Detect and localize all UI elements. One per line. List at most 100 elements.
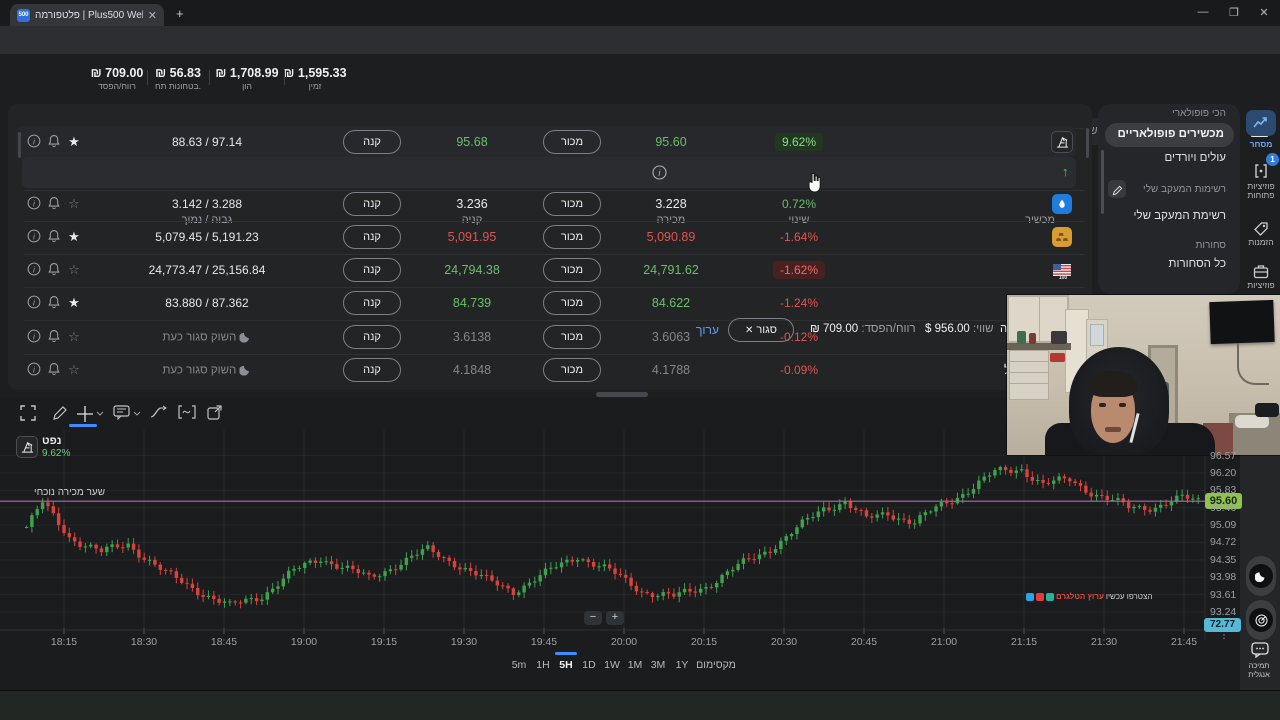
time-axis-tick: 19:45 <box>530 636 558 648</box>
timeframe-1Y[interactable]: 1Y <box>675 659 689 671</box>
watchlist-panel: גבוה / נמוך קניה מכירה שינוי מכשיר i ★ 88.63 / … <box>8 104 1092 390</box>
sidebar-item-popular-instruments[interactable]: מכשירים פופולאריים <box>1105 123 1234 147</box>
nav-rail-item-0[interactable] <box>1246 110 1276 136</box>
row-star-icon[interactable]: ★ <box>68 295 80 310</box>
svg-text:i: i <box>33 136 36 146</box>
row-info-icon[interactable]: i <box>27 329 43 345</box>
nav-rail-item-1[interactable] <box>1246 158 1276 184</box>
drawer-unit <box>1009 350 1049 400</box>
row-star-icon[interactable]: ☆ <box>68 362 80 377</box>
chart-export-icon[interactable] <box>207 405 227 423</box>
chart-draw-icon[interactable] <box>52 405 72 423</box>
edit-position-link[interactable]: ערוך <box>696 323 719 337</box>
chart-trendline-icon[interactable] <box>150 405 170 423</box>
chart-crosshair-icon[interactable] <box>76 405 96 423</box>
row-alert-bell-icon[interactable] <box>47 229 63 245</box>
chart-zoom-out-button[interactable]: − <box>584 611 602 625</box>
row-alert-bell-icon[interactable] <box>47 196 63 212</box>
row-alert-bell-icon[interactable] <box>47 329 63 345</box>
axis-options-icon[interactable]: ⋮ <box>1219 630 1229 641</box>
row-info-icon[interactable]: i <box>27 229 43 245</box>
stat-divider <box>209 70 210 85</box>
tab-close-icon[interactable]: ✕ <box>147 9 157 22</box>
sidebar-item-all-commodities[interactable]: כל הסחורות <box>1168 258 1226 270</box>
red-appliance <box>1050 353 1065 362</box>
column-header-3: שינוי <box>788 214 810 226</box>
row-star-icon[interactable]: ☆ <box>68 196 80 211</box>
row-star-icon[interactable]: ★ <box>68 134 80 149</box>
panel-scrollbar[interactable] <box>1086 128 1089 158</box>
timeframe-מקסימום[interactable]: מקסימום <box>696 659 736 671</box>
buy-button[interactable]: קנה <box>343 225 401 249</box>
chevron-down-icon[interactable] <box>96 411 116 429</box>
orders-tag-icon <box>1246 216 1276 242</box>
row-info-icon[interactable]: i <box>27 262 43 278</box>
buy-button[interactable]: קנה <box>343 325 401 349</box>
buy-button[interactable]: קנה <box>343 130 401 154</box>
support-chat-icon[interactable] <box>1251 642 1269 658</box>
row-info-icon[interactable]: i <box>27 295 43 311</box>
browser-tab[interactable]: 500 פלטפורמה | Plus500 WebTrader ✕ <box>10 4 164 26</box>
buy-button[interactable]: קנה <box>343 192 401 216</box>
row-alert-bell-icon[interactable] <box>47 262 63 278</box>
row-info-icon[interactable]: i <box>27 362 43 378</box>
chart-zoom-in-button[interactable]: + <box>606 611 624 625</box>
sell-button[interactable]: מכור <box>543 225 601 249</box>
chart-indicators-icon[interactable] <box>178 405 198 423</box>
person-eye <box>1119 403 1126 407</box>
svg-text:i: i <box>33 231 36 241</box>
table-scrollbar-vertical[interactable] <box>18 132 21 158</box>
timeframe-1D[interactable]: 1D <box>582 659 596 671</box>
table-scrollbar[interactable] <box>596 392 648 397</box>
price-axis-tick: 93.98 <box>1210 571 1237 584</box>
theme-toggle-button[interactable] <box>1246 556 1276 596</box>
buy-button[interactable]: קנה <box>343 358 401 382</box>
new-tab-button[interactable]: + <box>176 6 184 21</box>
chart-fullscreen-icon[interactable] <box>20 405 40 423</box>
timeframe-5H[interactable]: 5H <box>559 659 573 671</box>
nav-rail-item-2[interactable] <box>1246 216 1276 242</box>
edit-watchlists-button[interactable] <box>1108 180 1126 198</box>
sell-button[interactable]: מכור <box>543 130 601 154</box>
row-star-icon[interactable]: ★ <box>68 229 80 244</box>
row-info-icon[interactable]: i <box>27 134 43 150</box>
close-position-button[interactable]: סגור ✕ <box>728 318 794 342</box>
timeframe-5m[interactable]: 5m <box>511 659 527 671</box>
sidebar-item-risers-fallers[interactable]: עולים ויורדים <box>1164 152 1226 164</box>
window-restore-button[interactable]: ❐ <box>1229 7 1239 19</box>
window-close-button[interactable]: ✕ <box>1259 7 1269 19</box>
sell-button[interactable]: מכור <box>543 258 601 282</box>
window-minimize-button[interactable]: — <box>1197 6 1209 18</box>
row-divider <box>24 190 1084 191</box>
chevron-down-icon[interactable] <box>133 411 153 429</box>
buy-button[interactable]: קנה <box>343 291 401 315</box>
buy-price: 4.1848 <box>452 363 492 377</box>
time-axis-tick: 18:15 <box>50 636 78 648</box>
person-mouth <box>1105 427 1121 432</box>
sidebar-item-my-watchlist[interactable]: רשימת המעקב שלי <box>1133 210 1226 222</box>
sell-button[interactable]: מכור <box>543 325 601 349</box>
selected-timeframe-indicator <box>555 652 577 655</box>
nav-rail-item-3[interactable] <box>1246 258 1276 284</box>
stat-label: רווח/הפסד <box>98 81 136 91</box>
sidebar-scrollbar[interactable] <box>1101 150 1104 214</box>
chart-note-icon[interactable] <box>113 405 133 423</box>
sell-button[interactable]: מכור <box>543 192 601 216</box>
sell-button[interactable]: מכור <box>543 291 601 315</box>
timeframe-1M[interactable]: 1M <box>627 659 643 671</box>
row-alert-bell-icon[interactable] <box>47 362 63 378</box>
timeframe-1H[interactable]: 1H <box>536 659 550 671</box>
row-star-icon[interactable]: ☆ <box>68 262 80 277</box>
row-info-icon[interactable]: i <box>27 196 43 212</box>
row-alert-bell-icon[interactable] <box>47 134 63 150</box>
position-info-icon[interactable]: i <box>652 165 667 180</box>
active-tool-indicator <box>69 424 97 427</box>
nav-rail-label: מסחר <box>1249 139 1273 149</box>
sell-button[interactable]: מכור <box>543 358 601 382</box>
buy-button[interactable]: קנה <box>343 258 401 282</box>
timeframe-1W[interactable]: 1W <box>604 659 620 671</box>
timeframe-3M[interactable]: 3M <box>650 659 666 671</box>
row-star-icon[interactable]: ☆ <box>68 329 80 344</box>
alerts-radar-button[interactable] <box>1246 600 1276 640</box>
row-alert-bell-icon[interactable] <box>47 295 63 311</box>
